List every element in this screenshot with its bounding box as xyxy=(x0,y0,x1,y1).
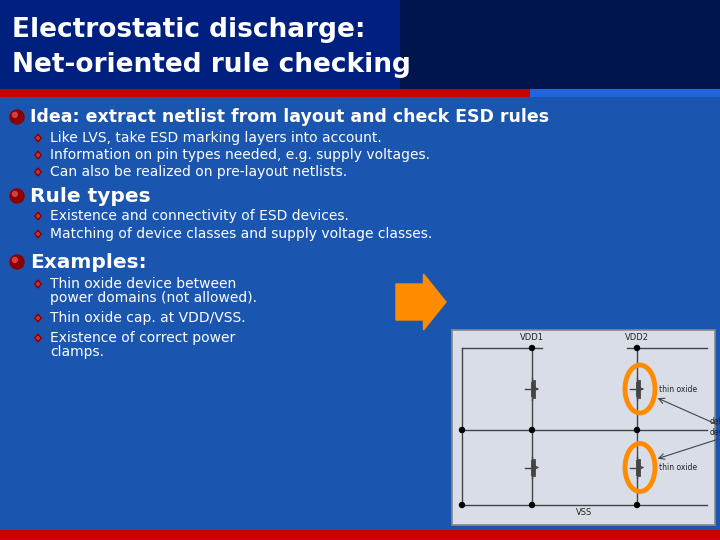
Circle shape xyxy=(634,503,639,508)
Circle shape xyxy=(529,503,534,508)
Circle shape xyxy=(459,428,464,433)
Text: Idea: extract netlist from layout and check ESD rules: Idea: extract netlist from layout and ch… xyxy=(30,108,549,126)
Circle shape xyxy=(12,258,17,262)
Text: Information on pin types needed, e.g. supply voltages.: Information on pin types needed, e.g. su… xyxy=(50,148,430,162)
Polygon shape xyxy=(37,336,40,340)
Polygon shape xyxy=(35,151,41,159)
Polygon shape xyxy=(37,214,40,218)
Polygon shape xyxy=(35,334,41,342)
Polygon shape xyxy=(396,274,446,330)
Polygon shape xyxy=(37,316,40,320)
Polygon shape xyxy=(35,280,41,288)
Bar xyxy=(452,330,715,525)
Text: Existence of correct power: Existence of correct power xyxy=(50,331,235,345)
Text: Like LVS, take ESD marking layers into account.: Like LVS, take ESD marking layers into a… xyxy=(50,131,382,145)
Circle shape xyxy=(529,428,534,433)
Polygon shape xyxy=(37,232,40,236)
Text: Can also be realized on pre-layout netlists.: Can also be realized on pre-layout netli… xyxy=(50,165,347,179)
Text: power domains (not allowed).: power domains (not allowed). xyxy=(50,291,257,305)
Text: Thin oxide cap. at VDD/VSS.: Thin oxide cap. at VDD/VSS. xyxy=(50,311,246,325)
Text: Electrostatic discharge:: Electrostatic discharge: xyxy=(12,17,366,43)
Text: VDD2: VDD2 xyxy=(625,333,649,342)
Circle shape xyxy=(529,346,534,350)
Polygon shape xyxy=(37,282,40,286)
Text: Rule types: Rule types xyxy=(30,186,150,206)
Circle shape xyxy=(12,112,17,117)
Bar xyxy=(0,0,720,90)
Polygon shape xyxy=(35,314,41,322)
Text: Thin oxide device between: Thin oxide device between xyxy=(50,277,236,291)
Polygon shape xyxy=(35,230,41,238)
Text: Examples:: Examples: xyxy=(30,253,147,272)
Bar xyxy=(400,0,720,90)
Circle shape xyxy=(12,192,17,197)
Bar xyxy=(0,89,530,97)
Text: clamps.: clamps. xyxy=(50,345,104,359)
Polygon shape xyxy=(35,134,41,142)
Circle shape xyxy=(634,346,639,350)
Text: Existence and connectivity of ESD devices.: Existence and connectivity of ESD device… xyxy=(50,209,349,223)
Text: Net-oriented rule checking: Net-oriented rule checking xyxy=(12,52,411,78)
Polygon shape xyxy=(37,136,40,140)
Polygon shape xyxy=(35,168,41,176)
Polygon shape xyxy=(37,170,40,174)
Text: VSS: VSS xyxy=(577,508,593,517)
Bar xyxy=(0,530,720,540)
Text: devices: devices xyxy=(710,428,720,437)
Text: detected: detected xyxy=(710,417,720,426)
Circle shape xyxy=(10,189,24,203)
Circle shape xyxy=(634,428,639,433)
Text: VDD1: VDD1 xyxy=(520,333,544,342)
Text: thin oxide: thin oxide xyxy=(659,384,697,394)
Text: thin oxide: thin oxide xyxy=(659,463,697,472)
Polygon shape xyxy=(35,212,41,220)
Text: Matching of device classes and supply voltage classes.: Matching of device classes and supply vo… xyxy=(50,227,432,241)
Polygon shape xyxy=(37,153,40,157)
Bar xyxy=(530,89,720,97)
Circle shape xyxy=(459,503,464,508)
Circle shape xyxy=(10,255,24,269)
Circle shape xyxy=(10,110,24,124)
